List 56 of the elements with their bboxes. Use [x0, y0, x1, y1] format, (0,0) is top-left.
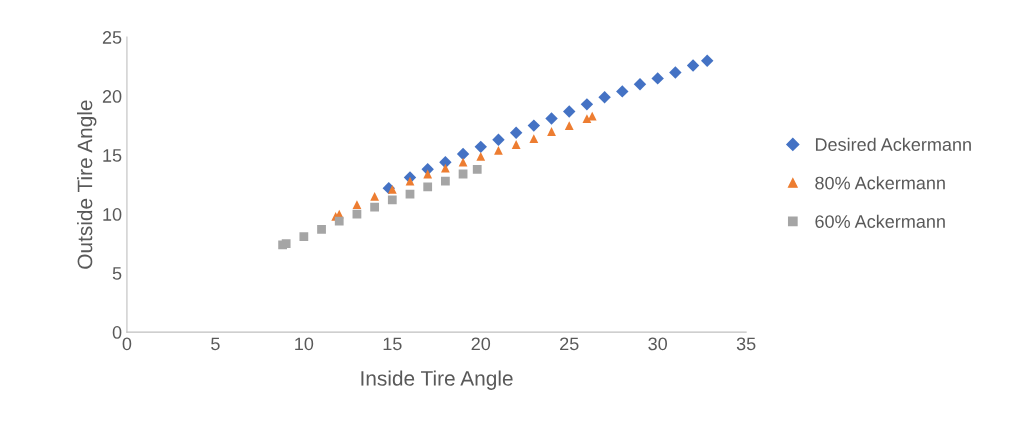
point: [509, 126, 523, 139]
legend-label: Desired Ackermann: [815, 137, 971, 151]
y-tick-label: 20: [102, 90, 122, 103]
point: [423, 182, 433, 192]
x-axis-title: Inside Tire Angle: [361, 370, 513, 390]
point: [669, 66, 682, 79]
point: [529, 134, 539, 143]
legend-label: 80% Ackermann: [815, 176, 945, 190]
point: [598, 91, 611, 104]
point: [458, 157, 468, 167]
x-tick-label: 10: [295, 337, 314, 351]
point: [616, 85, 629, 98]
point: [547, 127, 556, 136]
x-tick-label: 20: [471, 337, 491, 351]
point: [370, 192, 380, 201]
point: [370, 202, 380, 212]
point: [582, 114, 592, 123]
point: [317, 225, 326, 234]
legend-label: 60% Ackermann: [815, 214, 945, 228]
x-tick-label: 30: [648, 337, 668, 351]
point: [564, 121, 574, 130]
y-tick-label: 5: [112, 267, 122, 280]
x-tick-label: 15: [383, 337, 402, 351]
y-tick-label: 15: [103, 149, 122, 162]
point: [701, 54, 714, 67]
point: [299, 232, 309, 241]
point: [527, 119, 541, 132]
x-tick-label: 0: [122, 337, 132, 351]
y-tick-label: 0: [112, 326, 122, 339]
y-tick-label: 25: [102, 31, 122, 44]
point: [492, 133, 505, 146]
point: [387, 184, 397, 194]
point: [545, 112, 558, 125]
x-tick-label: 25: [560, 337, 579, 351]
point: [387, 195, 397, 205]
point: [352, 200, 362, 210]
point: [456, 147, 470, 161]
point: [633, 78, 647, 91]
point: [651, 72, 664, 85]
point: [580, 98, 594, 111]
point: [563, 105, 576, 118]
point: [494, 146, 503, 155]
x-tick-label: 5: [211, 337, 220, 351]
point: [686, 59, 700, 72]
point: [476, 151, 486, 161]
point: [472, 164, 482, 174]
y-tick-label: 10: [103, 208, 122, 221]
point: [352, 209, 362, 219]
point: [423, 169, 433, 179]
point: [474, 140, 487, 154]
point: [334, 216, 344, 226]
point: [440, 163, 450, 173]
point: [440, 176, 450, 186]
y-axis-title: Outside Tire Angle: [77, 100, 97, 269]
point: [511, 140, 521, 149]
x-tick-label: 35: [736, 337, 756, 351]
